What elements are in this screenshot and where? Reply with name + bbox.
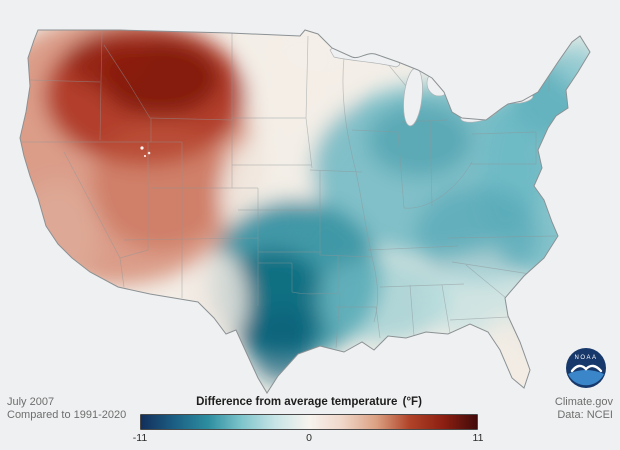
period-label: July 2007 <box>7 396 55 408</box>
noaa-logo-text: NOAA <box>574 355 597 361</box>
tick-min: -11 <box>132 432 148 444</box>
data-credit: Data: NCEI <box>557 409 613 421</box>
noaa-logo-graphic: NOAA <box>566 348 606 388</box>
map-detail-specks <box>140 146 151 158</box>
us-outline <box>19 29 591 394</box>
noaa-logo-ocean <box>568 370 604 386</box>
legend-title-text: Difference from average temperature <box>196 396 398 408</box>
temperature-colorbar <box>140 414 478 430</box>
colorbar-ticks: -11 0 11 <box>133 432 484 445</box>
legend-title: Difference from average temperature (°F) <box>140 396 478 408</box>
tick-mid: 0 <box>306 432 312 444</box>
tick-max: 11 <box>472 432 484 444</box>
site-credit: Climate.gov <box>554 396 613 408</box>
legend-units-label: (°F) <box>402 396 422 408</box>
legend: Difference from average temperature (°F)… <box>133 396 484 445</box>
baseline-label: Compared to 1991-2020 <box>7 409 127 421</box>
noaa-seagull-icon <box>570 364 603 373</box>
noaa-logo: NOAA <box>565 347 607 389</box>
lake-huron <box>426 69 452 97</box>
credits-block: Climate.gov Data: NCEI <box>555 396 613 422</box>
period-block: July 2007 Compared to 1991-2020 <box>7 396 126 422</box>
state-borders-layer <box>20 30 557 349</box>
